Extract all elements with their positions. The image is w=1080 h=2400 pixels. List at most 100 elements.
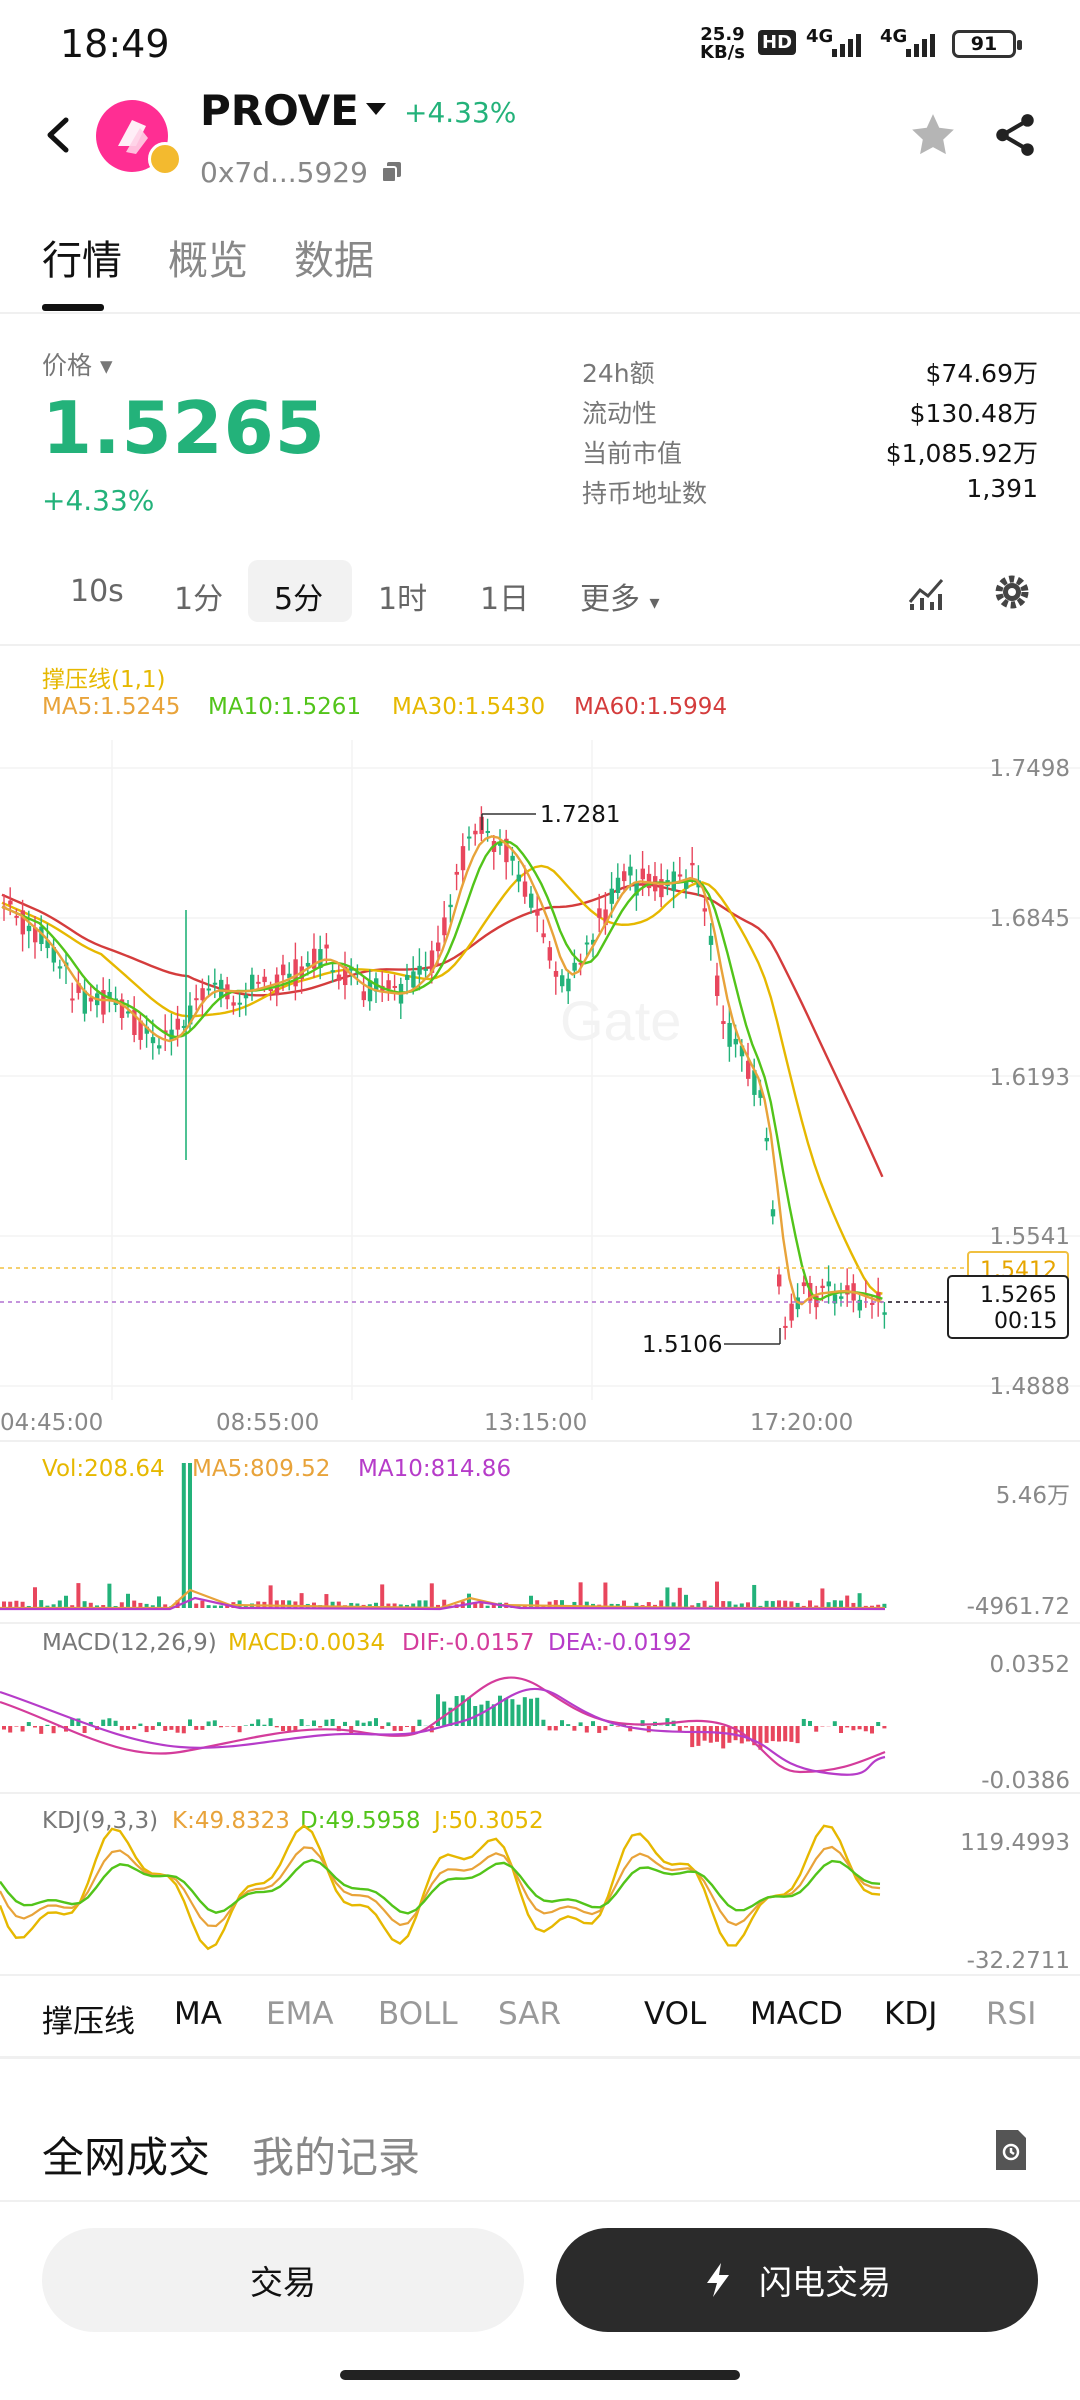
candles [2, 806, 887, 1340]
volume-bar [876, 1604, 881, 1608]
volume-bar [882, 1603, 887, 1608]
candle-body [529, 893, 534, 908]
volume-bar [330, 1601, 335, 1608]
candle-body [566, 978, 571, 992]
interval-10s[interactable]: 10s [70, 574, 124, 609]
volume-bar [814, 1605, 819, 1608]
macd-bar [801, 1718, 806, 1726]
volume-bar [33, 1587, 37, 1608]
interval-1m[interactable]: 1分 [174, 582, 224, 617]
document-icon[interactable] [992, 2128, 1030, 2176]
ma-line [1, 835, 883, 1306]
interval-1h[interactable]: 1时 [378, 582, 428, 617]
macd-bar [597, 1726, 602, 1733]
macd-bar [814, 1726, 819, 1732]
candle-body [845, 1285, 850, 1295]
share-icon[interactable] [990, 110, 1040, 160]
volume-bar [522, 1605, 527, 1608]
favorite-star-icon[interactable] [908, 110, 958, 160]
kdj-chart[interactable] [0, 1792, 1080, 1970]
macd-bar [287, 1726, 292, 1733]
candle-body [671, 871, 676, 892]
macd-bar [200, 1726, 205, 1730]
ind-tab-macd[interactable]: MACD [750, 1996, 843, 2032]
volume-bar [560, 1600, 564, 1608]
status-time: 18:49 [60, 22, 170, 66]
candle-body [485, 830, 490, 833]
tab-market[interactable]: 行情 [42, 238, 122, 284]
caret-down-icon[interactable] [366, 103, 386, 115]
volume-chart[interactable] [0, 1440, 1080, 1622]
macd-bar [684, 1726, 688, 1728]
macd-bar [603, 1726, 608, 1731]
macd-bar [144, 1726, 149, 1733]
k-line [0, 1845, 881, 1928]
price-label[interactable]: 价格 ▾ [42, 351, 113, 380]
candle-body [206, 988, 211, 991]
tab-my-records[interactable]: 我的记录 [252, 2133, 421, 2182]
ind-tab-vol[interactable]: VOL [644, 1996, 707, 2032]
ind-tab-sar[interactable]: SAR [498, 1996, 561, 2032]
kdj-y-bottom: -32.2711 [966, 1948, 1070, 1974]
ma-line [1, 864, 883, 1295]
macd-bar [274, 1726, 279, 1728]
interval-5m[interactable]: 5分 [274, 582, 324, 617]
candle-body [256, 981, 261, 984]
macd-bar [485, 1700, 490, 1726]
macd-bar [591, 1721, 595, 1726]
macd-bar [367, 1721, 372, 1726]
macd-bar [584, 1726, 589, 1733]
back-button[interactable] [40, 110, 80, 160]
stat-value-volume: $74.69万 [925, 359, 1038, 388]
trade-button[interactable]: 交易 [42, 2228, 524, 2332]
candle-body [535, 909, 540, 916]
tab-overview[interactable]: 概览 [168, 238, 248, 284]
tab-data[interactable]: 数据 [294, 238, 374, 284]
coin-name[interactable]: PROVE [200, 86, 359, 135]
hd-badge: HD [758, 30, 797, 55]
candlestick-chart[interactable]: Gate 1.7281 1.5106 1.5412 1.5265 00:15 1… [0, 740, 1080, 1440]
macd-bar [336, 1726, 341, 1732]
chart-type-icon[interactable] [906, 572, 946, 616]
volume-bar [392, 1603, 397, 1608]
volume-bar [584, 1601, 589, 1608]
flash-trade-button[interactable]: 闪电交易 [556, 2228, 1038, 2332]
volume-bar [553, 1600, 558, 1608]
copy-icon[interactable] [380, 160, 404, 184]
chevron-left-icon [47, 117, 69, 153]
interval-1d[interactable]: 1日 [480, 582, 530, 617]
stat-label-volume: 24h额 [582, 359, 655, 388]
x-tick: 13:15:00 [484, 1410, 587, 1436]
ind-tab-boll[interactable]: BOLL [378, 1996, 458, 2032]
ind-tab-ma[interactable]: MA [174, 1996, 222, 2032]
candle-body [634, 882, 639, 896]
volume-bar [70, 1605, 75, 1608]
candle-body [454, 871, 459, 875]
ind-tab-kdj[interactable]: KDJ [884, 1996, 938, 2032]
macd-bar [194, 1726, 199, 1730]
interval-more[interactable]: 更多 ▾ [580, 582, 660, 617]
candle-body [417, 965, 422, 975]
caret-down-icon: ▾ [649, 590, 660, 614]
macd-bar [250, 1723, 254, 1726]
volume-bar [206, 1605, 211, 1608]
candle-body [361, 991, 366, 1001]
candle-body [132, 1009, 137, 1035]
ind-tab-support[interactable]: 撑压线 [42, 2004, 135, 2040]
macd-chart[interactable] [0, 1622, 1080, 1792]
dea-value: DEA:-0.0192 [548, 1630, 693, 1656]
gear-icon[interactable] [992, 572, 1032, 616]
macd-bar [615, 1726, 620, 1727]
tab-all-trades[interactable]: 全网成交 [42, 2133, 211, 2182]
candle-body [20, 910, 25, 935]
volume-bar [845, 1595, 850, 1608]
candle-body [287, 973, 292, 979]
candle-body [367, 980, 373, 1002]
ind-tab-ema[interactable]: EMA [266, 1996, 334, 2032]
y-tick: 1.6193 [990, 1065, 1070, 1091]
volume-bar [820, 1588, 825, 1608]
candle-body [547, 947, 552, 961]
volume-bar [274, 1600, 279, 1608]
ind-tab-rsi[interactable]: RSI [986, 1996, 1037, 2032]
candle-body [237, 1002, 242, 1005]
